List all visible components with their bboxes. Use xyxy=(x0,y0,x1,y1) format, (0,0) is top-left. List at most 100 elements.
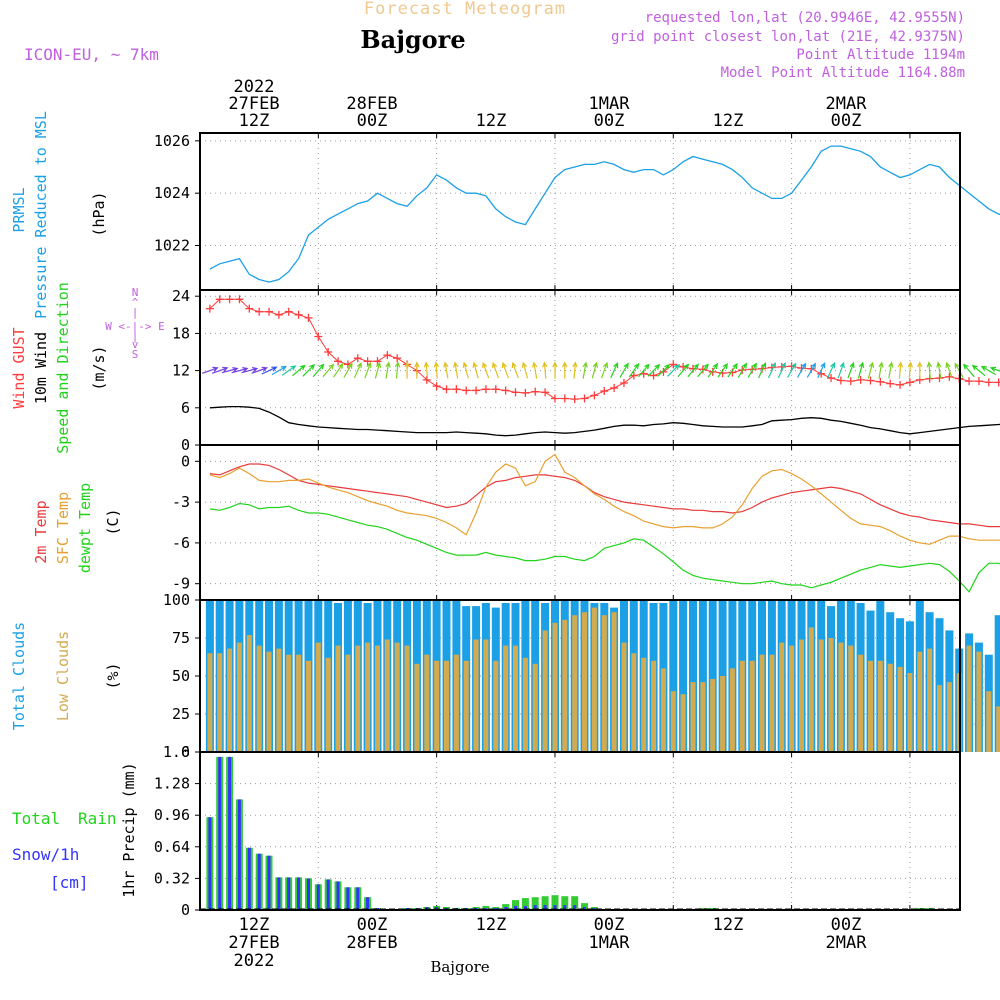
top-time-label-line: 00Z xyxy=(357,111,388,131)
snow-bar xyxy=(297,877,301,910)
low-cloud-bar xyxy=(927,648,933,752)
footer-location: Bajgore xyxy=(430,958,489,976)
low-cloud-bar xyxy=(355,645,361,752)
bottom-time-axis: 12Z 27FEB 2022 00Z 28FEB 12Z 00Z 1MAR 12… xyxy=(228,915,867,971)
low-cloud-bar xyxy=(236,642,242,752)
wind-direction-arrow xyxy=(857,361,865,379)
wind-direction-arrow xyxy=(302,363,316,377)
wind-gust-marker xyxy=(531,387,540,396)
low-cloud-bar xyxy=(256,645,262,752)
wind-direction-arrow xyxy=(542,361,548,379)
gridpoint-coords: grid point closest lon,lat (21E, 42.9375… xyxy=(611,29,965,45)
wind-gust-marker xyxy=(708,367,717,376)
wind-direction-arrow xyxy=(610,362,619,379)
wind-direction-arrow xyxy=(677,363,690,378)
pressure-label-unit: (hPa) xyxy=(90,191,108,236)
product-title: Forecast Meteogram xyxy=(364,0,566,19)
low-cloud-bar xyxy=(345,654,351,752)
cloud-label-unit: (%) xyxy=(104,662,122,689)
low-cloud-bar xyxy=(887,663,893,752)
low-cloud-bar xyxy=(276,648,282,752)
low-cloud-bar xyxy=(384,639,390,752)
bottom-time-label-line: 12Z xyxy=(239,915,270,935)
low-cloud-bar xyxy=(631,653,637,752)
snow-bar xyxy=(277,877,281,910)
snow-bar xyxy=(563,905,567,910)
rain-bar xyxy=(521,898,529,910)
snow-bar xyxy=(366,897,370,910)
compass-bar-top: | xyxy=(132,306,139,319)
low-cloud-bar xyxy=(404,645,410,752)
y-tick-label: 25 xyxy=(172,705,190,723)
wind-direction-arrow xyxy=(531,361,538,379)
low-cloud-bar xyxy=(562,619,568,752)
wind-direction-arrow xyxy=(980,365,997,376)
dewpoint-line xyxy=(209,502,1000,593)
compass-south: S xyxy=(132,348,139,361)
low-cloud-bar xyxy=(818,639,824,752)
wind-gust-marker xyxy=(570,395,579,404)
low-cloud-bar xyxy=(966,645,972,752)
wind-direction-arrow xyxy=(374,361,382,379)
wind-labels: Wind GUST 10m Wind Speed and Direction (… xyxy=(10,282,165,454)
wind-gust-marker xyxy=(235,295,244,304)
y-tick-label: 0.32 xyxy=(154,869,190,887)
wind-direction-arrow xyxy=(767,362,776,379)
wind-gust-marker xyxy=(462,386,471,395)
temp-label-unit: (C) xyxy=(104,508,122,535)
wind-direction-arrow xyxy=(443,361,449,379)
model-altitude: Model Point Altitude 1164.88m xyxy=(721,65,965,81)
y-tick-label: 18 xyxy=(172,324,190,342)
compass-up: ^ xyxy=(132,296,139,309)
low-cloud-bar xyxy=(542,630,548,752)
wind-direction-arrow xyxy=(796,362,807,378)
wind-direction-arrow xyxy=(888,361,894,379)
temp-sfc-line xyxy=(209,453,1000,545)
wind-gust-marker xyxy=(550,394,559,403)
wind-direction-arrow xyxy=(619,362,629,378)
wind-direction-arrow xyxy=(394,361,401,379)
temp-label-2m: 2m Temp xyxy=(32,500,50,563)
y-tick-label: 50 xyxy=(172,667,190,685)
wind-direction-arrow xyxy=(847,361,855,379)
low-cloud-bar xyxy=(483,639,489,752)
wind-label-unit: (m/s) xyxy=(90,345,108,390)
low-cloud-bar xyxy=(897,666,903,752)
top-time-label-line: 28FEB xyxy=(346,94,397,114)
low-cloud-bar xyxy=(808,627,814,752)
snow-bar xyxy=(257,853,261,910)
wind-direction-arrow xyxy=(867,361,875,379)
wind-gust-marker xyxy=(846,377,855,386)
wind-direction-arrow xyxy=(462,361,469,379)
bottom-time-label-line: 27FEB xyxy=(228,933,279,953)
low-cloud-bar xyxy=(434,660,440,752)
cloud-label-total: Total Clouds xyxy=(10,622,28,730)
wind-direction-arrow xyxy=(727,362,738,378)
rain-bar xyxy=(571,896,579,910)
wind-gust-marker xyxy=(600,387,609,396)
precip-label-rain: Rain xyxy=(78,809,117,828)
wind-direction-arrow xyxy=(333,362,344,378)
low-cloud-bar xyxy=(670,691,676,752)
precip-labels: Total Rain Snow/1h [cm] 1hr Precip (mm) xyxy=(12,762,138,897)
requested-coords: requested lon,lat (20.9946E, 42.9555N) xyxy=(645,10,965,26)
wind-direction-arrow xyxy=(667,363,680,377)
bottom-time-label-6: 00Z 2MAR xyxy=(826,915,868,953)
snow-bar xyxy=(307,878,310,910)
bottom-time-label-line: 2MAR xyxy=(826,933,868,953)
wind-gust-marker xyxy=(284,307,293,316)
top-time-axis: 2022 27FEB 12Z 28FEB 00Z 12Z 1MAR 00Z 12… xyxy=(228,77,867,131)
wind-gust-marker xyxy=(481,385,490,394)
wind-direction-arrow xyxy=(600,361,609,379)
snow-bar xyxy=(287,877,291,910)
wind-direction-arrow xyxy=(312,363,325,378)
low-cloud-bar xyxy=(325,657,331,752)
wind-direction-arrow xyxy=(837,361,845,379)
temp-2m-line xyxy=(209,463,1000,528)
bottom-time-label-2: 00Z 28FEB xyxy=(346,915,397,953)
temp-label-sfc: SFC Temp xyxy=(54,492,72,564)
low-cloud-bar xyxy=(651,660,657,752)
low-cloud-bar xyxy=(513,645,518,752)
snow-bar xyxy=(316,884,320,910)
low-cloud-bar xyxy=(720,676,726,752)
